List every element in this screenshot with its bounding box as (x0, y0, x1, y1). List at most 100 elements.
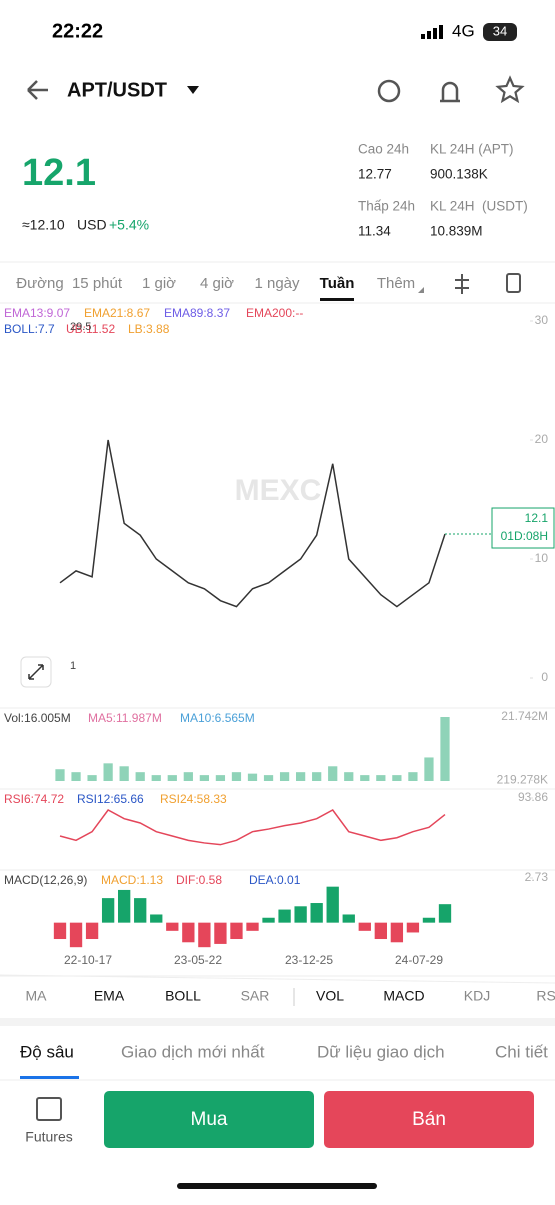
volume-bar (360, 775, 369, 781)
indicator-tab[interactable]: EMA (94, 988, 125, 1004)
indicator-legend: MACD(12,26,9) (4, 873, 87, 887)
x-tick-label: 23-12-25 (285, 953, 333, 967)
interval[interactable]: 1 giờ (142, 275, 176, 292)
sell-label[interactable]: Bán (412, 1109, 446, 1130)
macd-bar (311, 903, 323, 923)
volume-bar (392, 775, 401, 781)
tab[interactable]: Độ sâu (20, 1042, 74, 1061)
interval[interactable]: 1 ngày (254, 275, 300, 292)
y-tick-label: 20 (535, 432, 549, 446)
macd-bar (407, 923, 419, 933)
indicator-tab[interactable]: SAR (241, 988, 270, 1004)
stat-label: Cao 24h (358, 142, 409, 157)
tab[interactable]: Giao dịch mới nhất (121, 1042, 265, 1061)
macd-bar (182, 923, 194, 943)
volume-bar (136, 772, 145, 781)
alert-icon[interactable] (440, 83, 460, 101)
stat-label: Thấp 24h (358, 199, 415, 214)
indicator-legend: Vol:16.005M (4, 711, 71, 725)
macd-bar (54, 923, 66, 939)
y-tick-label: 0 (541, 670, 548, 684)
x-tick-label: 23-05-22 (174, 953, 222, 967)
volume-bar (216, 775, 225, 781)
x-tick-label: 22-10-17 (64, 953, 112, 967)
macd-bar (294, 906, 306, 922)
macd-bar (118, 890, 130, 923)
y-tick-label: 2.73 (525, 870, 549, 884)
macd-bar (134, 898, 146, 923)
ema-legend: EMA89:8.37 (164, 306, 230, 320)
volume-bar (296, 772, 305, 781)
indicator-tab[interactable]: BOLL (165, 988, 201, 1004)
stats: Cao 24h 12.77 KL 24H (APT) 900.138K Thấp… (358, 142, 528, 239)
indicator-tabs: MA EMA BOLL SAR VOL MACD KDJ RSI (26, 988, 555, 1004)
interval[interactable]: Thêm (377, 275, 415, 292)
boll-legend: BOLL:7.7 (4, 322, 55, 336)
volume-bar (152, 775, 161, 781)
boll-legend: LB:3.88 (128, 322, 170, 336)
back-button[interactable] (28, 81, 48, 99)
interval[interactable]: Đường (16, 275, 63, 292)
volume-bar (200, 775, 209, 781)
interval[interactable]: 4 giờ (200, 275, 234, 292)
tabs: Độ sâu Giao dịch mới nhất Dữ liệu giao dịc… (20, 1042, 548, 1061)
indicator-tab[interactable]: VOL (316, 988, 344, 1004)
buy-label[interactable]: Mua (191, 1109, 228, 1130)
pair[interactable]: APT/USDT (67, 79, 167, 101)
y-tick-label: 30 (535, 313, 549, 327)
volume-bar (280, 772, 289, 781)
y-tick-label: 219.278K (497, 773, 548, 787)
stat-label: KL 24H (APT) (430, 142, 514, 157)
battery-level: 34 (493, 23, 507, 38)
network: 4G (452, 21, 475, 40)
active-interval-indicator (320, 298, 354, 301)
time: 22:22 (52, 20, 103, 42)
interval-bar: Đường 15 phút 1 giờ 4 giờ 1 ngày Tuần Thêm (16, 275, 424, 301)
last-price-tag-value: 12.1 (525, 511, 549, 525)
stat-value: 10.839M (430, 224, 483, 239)
macd-bar (262, 918, 274, 923)
macd-bar (198, 923, 210, 948)
high-label: 29.5 (70, 321, 91, 333)
volume-bar (440, 717, 449, 781)
indicator-tab[interactable]: MACD (383, 988, 424, 1004)
countdown: 01D:08H (501, 529, 548, 543)
pair-dropdown[interactable] (187, 86, 199, 94)
indicator-tab[interactable]: MA (26, 988, 48, 1004)
tab[interactable]: Dữ liệu giao dịch (317, 1042, 445, 1061)
stat-label: KL 24H (USDT) (430, 199, 528, 214)
indicator-legend: RSI24:58.33 (160, 792, 227, 806)
indicator-legend: RSI12:65.66 (77, 792, 144, 806)
volume-bar (424, 757, 433, 781)
layout-icon[interactable] (507, 274, 520, 292)
ema-legend: EMA21:8.67 (84, 306, 150, 320)
macd-bar (246, 923, 258, 931)
volume-bar (328, 766, 337, 781)
home-indicator (177, 1183, 377, 1189)
futures-label[interactable]: Futures (25, 1129, 72, 1145)
futures-icon[interactable] (37, 1098, 61, 1120)
indicator-settings[interactable] (455, 274, 469, 294)
interval[interactable]: Tuần (320, 275, 355, 292)
indicator-tab[interactable]: RSI (536, 988, 555, 1004)
y-tick-label: 93.86 (518, 790, 548, 804)
stat-value: 900.138K (430, 167, 488, 182)
volume-bar (376, 775, 385, 781)
indicator-tab[interactable]: KDJ (464, 988, 490, 1004)
tab[interactable]: Chi tiết (495, 1042, 548, 1061)
last-price: 12.1 (22, 152, 96, 194)
share-icon[interactable] (379, 81, 399, 101)
volume-bar (104, 763, 113, 781)
volume-bar (264, 775, 273, 781)
volume-bar (408, 772, 417, 781)
volume-bar (248, 774, 257, 781)
price-line (60, 440, 445, 607)
macd-bar (150, 914, 162, 922)
signal (421, 25, 443, 39)
macd-bar (278, 910, 290, 923)
favorite-icon[interactable] (498, 78, 522, 101)
interval[interactable]: 15 phút (72, 275, 123, 292)
